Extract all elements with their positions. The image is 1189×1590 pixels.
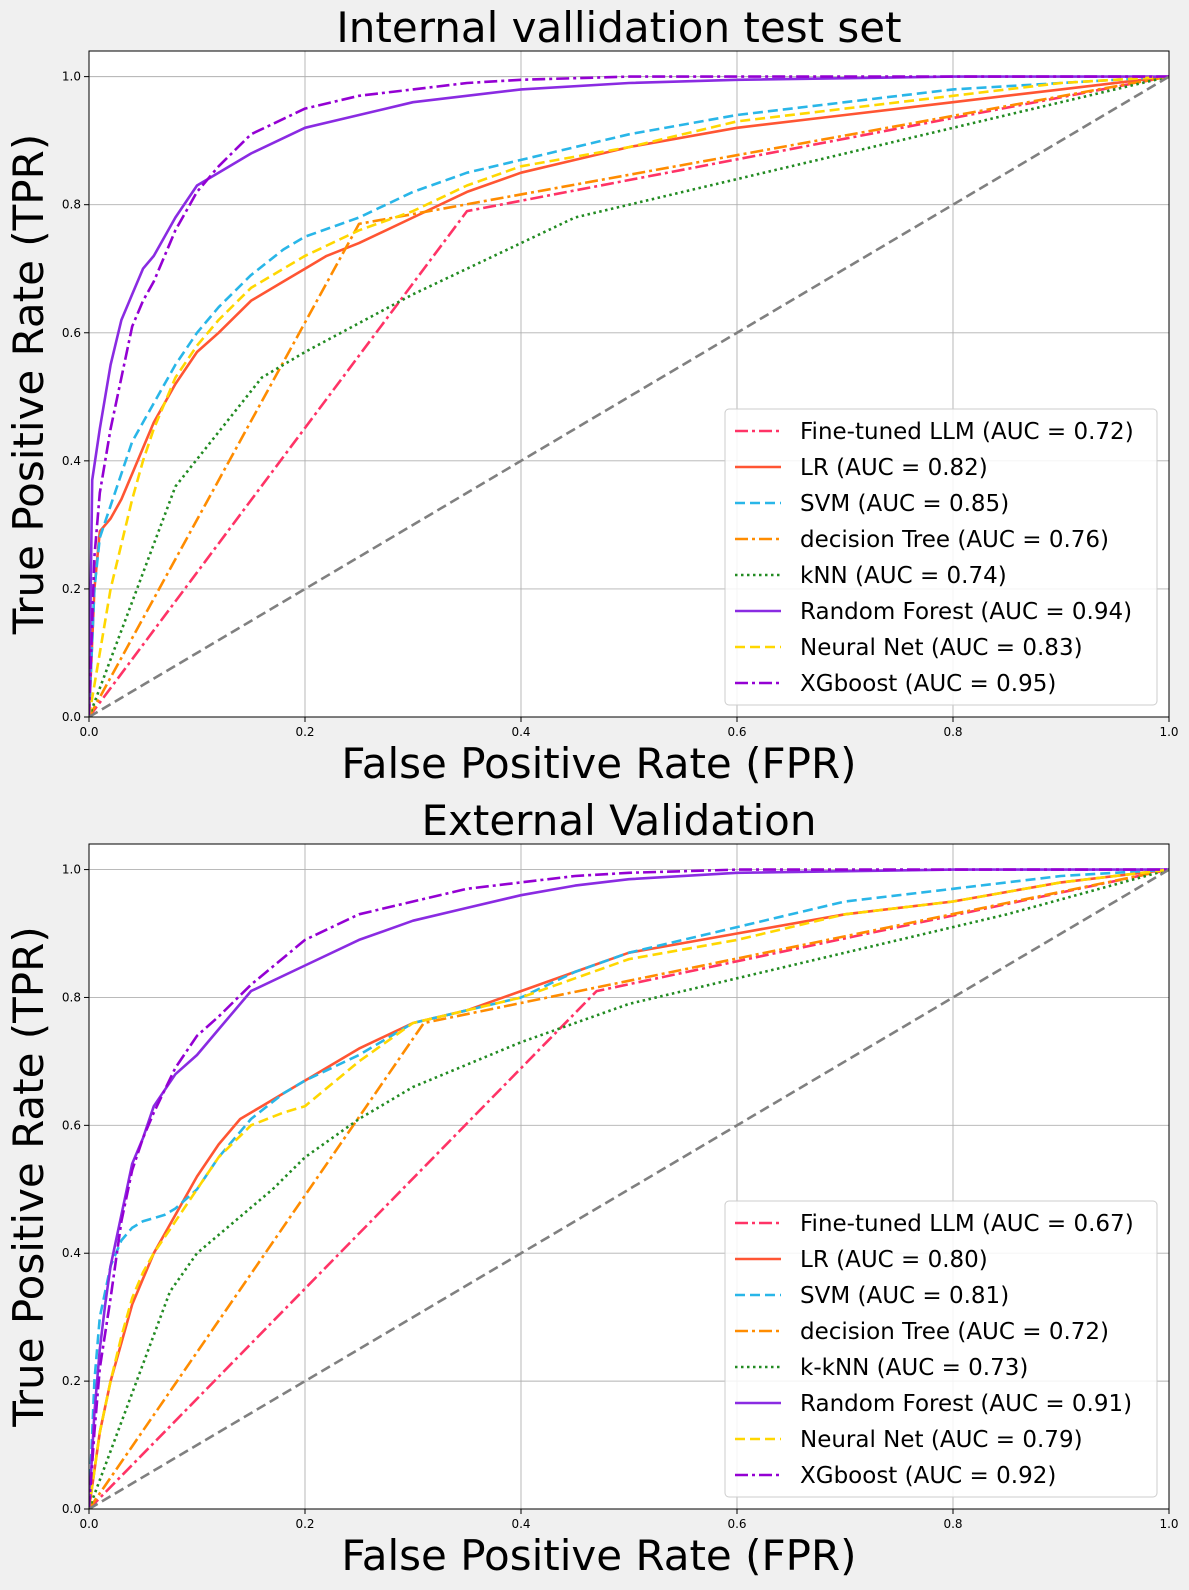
series-line-svm <box>89 75 1169 717</box>
chart-title: External Validation <box>421 796 816 845</box>
x-tick-label: 0.2 <box>295 1517 314 1531</box>
legend-label: XGboost (AUC = 0.92) <box>800 1463 1056 1489</box>
y-tick-label: 0.0 <box>62 710 81 724</box>
series-line-lr <box>89 75 1169 717</box>
series-line-knn <box>89 75 1169 717</box>
y-tick-label: 0.8 <box>62 990 81 1004</box>
series-line-neural-net <box>89 75 1169 717</box>
x-tick-label: 0.4 <box>511 725 530 739</box>
legend-label: Fine-tuned LLM (AUC = 0.72) <box>800 419 1134 445</box>
x-tick-label: 0.8 <box>943 725 962 739</box>
chart-panel-2: 0.00.0 0.2 0.2 0.4 0.4 0.6 0.6 0.8 0.8 1.0 1.0 Exte… <box>4 796 1179 1580</box>
chart-panel-1: 0.00.0 0.2 0.2 0.4 0.4 0.6 0.6 0.8 0.8 1.0 1.0 Inte… <box>4 3 1179 788</box>
y-tick-label: 0.4 <box>62 1246 81 1260</box>
series-line-svm <box>89 868 1169 1509</box>
legend-label: decision Tree (AUC = 0.76) <box>800 527 1109 553</box>
legend-label: Random Forest (AUC = 0.91) <box>800 1391 1132 1417</box>
series-line-neural-net <box>89 868 1169 1509</box>
legend-box <box>724 408 1158 706</box>
legend-label: Neural Net (AUC = 0.79) <box>800 1427 1083 1453</box>
x-tick-label: 0.8 <box>943 1517 962 1531</box>
series-line-decision-tree <box>89 75 1169 717</box>
series-line-random-forest <box>89 868 1169 1509</box>
x-tick-label: 0.0 <box>79 1517 98 1531</box>
series-line-random-forest <box>89 75 1169 717</box>
chart-title: Internal vallidation test set <box>336 3 901 52</box>
legend-label: LR (AUC = 0.82) <box>800 455 988 481</box>
legend-label: XGboost (AUC = 0.95) <box>800 671 1056 697</box>
legend-label: LR (AUC = 0.80) <box>800 1247 988 1273</box>
y-tick-label: 0.2 <box>62 1374 81 1388</box>
x-axis-label: False Positive Rate (FPR) <box>341 1531 856 1580</box>
series-line-xgboost <box>89 75 1169 717</box>
y-axis-label: True Positive Rate (TPR) <box>4 926 53 1427</box>
x-tick-label: 0.6 <box>727 1517 746 1531</box>
legend-label: Random Forest (AUC = 0.94) <box>800 599 1132 625</box>
y-tick-label: 0.6 <box>62 326 81 340</box>
series-line-decision-tree <box>89 868 1169 1509</box>
y-tick-label: 0.6 <box>62 1118 81 1132</box>
series-line-fine-tuned-llm <box>89 75 1169 717</box>
legend-label: kNN (AUC = 0.74) <box>800 563 1007 589</box>
series-line-k-knn <box>89 868 1169 1509</box>
y-axis-label: True Positive Rate (TPR) <box>4 134 53 635</box>
plot-frame <box>88 50 1170 718</box>
x-tick-label: 1.0 <box>1159 725 1178 739</box>
x-tick-label: 0.0 <box>79 725 98 739</box>
legend-label: decision Tree (AUC = 0.72) <box>800 1319 1109 1345</box>
x-tick-label: 0.6 <box>727 725 746 739</box>
series-group <box>89 75 1169 717</box>
y-tick-label: 0.2 <box>62 582 81 596</box>
y-tick-label: 0.4 <box>62 454 81 468</box>
y-tick-label: 0.0 <box>62 1502 81 1516</box>
x-tick-label: 0.4 <box>511 1517 530 1531</box>
legend-label: Neural Net (AUC = 0.83) <box>800 635 1083 661</box>
legend-label: k-kNN (AUC = 0.73) <box>800 1355 1028 1381</box>
y-tick-label: 1.0 <box>62 863 81 877</box>
legend: Fine-tuned LLM (AUC = 0.67) LR (AUC = 0.8… <box>724 1200 1158 1498</box>
y-tick-label: 1.0 <box>62 70 81 84</box>
series-line-xgboost <box>89 868 1169 1509</box>
plot-frame <box>88 843 1170 1510</box>
legend-label: SVM (AUC = 0.81) <box>800 1283 1009 1309</box>
series-group <box>89 868 1169 1509</box>
x-tick-label: 0.2 <box>295 725 314 739</box>
legend: Fine-tuned LLM (AUC = 0.72) LR (AUC = 0.8… <box>724 408 1158 706</box>
legend-label: Fine-tuned LLM (AUC = 0.67) <box>800 1211 1134 1237</box>
x-tick-label: 1.0 <box>1159 1517 1178 1531</box>
legend-box <box>724 1200 1158 1498</box>
x-axis-label: False Positive Rate (FPR) <box>341 739 856 788</box>
y-tick-label: 0.8 <box>62 198 81 212</box>
legend-label: SVM (AUC = 0.85) <box>800 491 1009 517</box>
